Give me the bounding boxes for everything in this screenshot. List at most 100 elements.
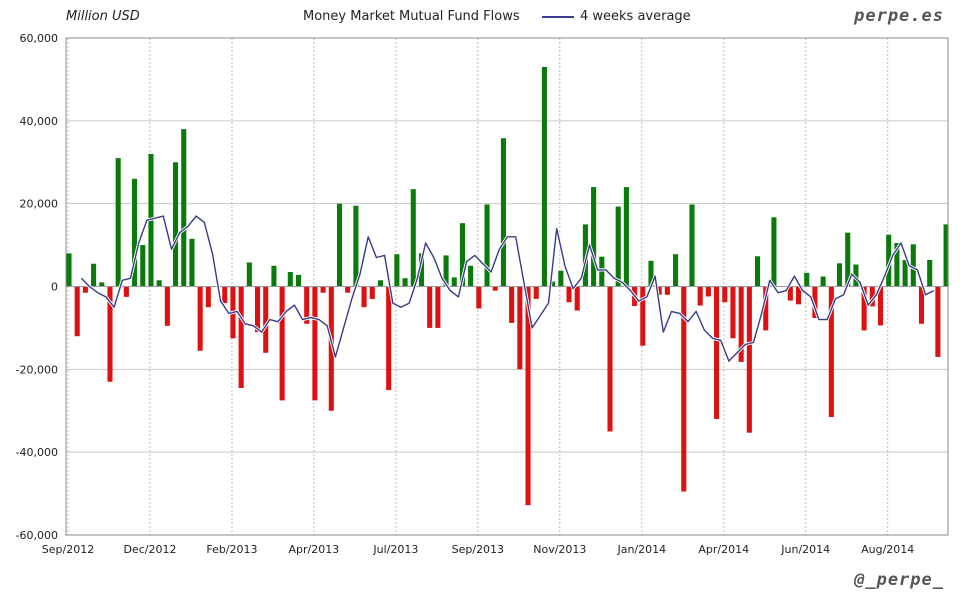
flow-bar (541, 66, 547, 287)
flow-bar (99, 282, 105, 287)
flow-bar (722, 286, 728, 303)
legend: 4 weeks average (542, 9, 691, 24)
flow-bar (640, 286, 646, 346)
flow-bar (468, 265, 474, 287)
flow-bar (246, 262, 252, 287)
flow-bar (730, 286, 736, 339)
flow-bar (287, 272, 293, 287)
flow-bar (902, 259, 908, 287)
flow-bar (869, 286, 875, 307)
plot-border (65, 37, 949, 536)
flow-bar (673, 254, 679, 287)
flow-bar (361, 286, 367, 308)
flow-bar (353, 205, 359, 287)
flow-bar (156, 280, 162, 287)
legend-line-swatch (542, 15, 574, 18)
flow-bar (861, 286, 867, 331)
flow-bar (82, 286, 88, 293)
flow-bar (271, 265, 277, 287)
flow-bar (443, 255, 449, 287)
flow-bar (107, 286, 113, 382)
x-tick-label: Feb/2013 (206, 543, 257, 556)
flow-bar (533, 286, 539, 299)
flow-bar (205, 286, 211, 308)
flow-bar (550, 281, 556, 287)
flow-bar (295, 274, 302, 287)
flow-bar (181, 129, 187, 287)
flow-bar (410, 189, 416, 287)
flow-bar (623, 187, 629, 287)
flow-bar (91, 263, 97, 287)
brand-label: perpe.es (854, 6, 944, 26)
flow-bar (697, 286, 703, 306)
flow-bar (853, 264, 859, 287)
flow-bar (836, 263, 843, 287)
flow-bar (238, 286, 244, 388)
flow-bar (459, 223, 465, 287)
flow-bar (132, 178, 138, 287)
flow-bar (427, 286, 433, 328)
flow-bar (517, 286, 523, 370)
flow-bar (451, 277, 457, 287)
flow-bar (795, 286, 802, 305)
flow-bar (369, 286, 375, 299)
x-tick-label: Apr/2014 (698, 543, 749, 556)
flow-bar (115, 158, 121, 287)
flow-bar (574, 286, 580, 311)
flow-bar (681, 286, 687, 492)
flow-bar (820, 276, 826, 287)
x-tick-label: Dec/2012 (123, 543, 176, 556)
y-tick-label: -60,000 (16, 529, 58, 542)
flow-bar (787, 286, 793, 301)
flow-bar (689, 204, 695, 287)
flow-bar (500, 138, 506, 287)
flow-bar (828, 286, 834, 417)
flow-bar (943, 224, 949, 287)
flow-bar (714, 286, 720, 420)
flow-bar (312, 286, 318, 401)
flow-bar (402, 278, 408, 287)
y-tick-label: 40,000 (20, 115, 59, 128)
flow-bar (336, 203, 343, 287)
flow-bar (435, 286, 441, 328)
y-tick-label: 60,000 (20, 32, 59, 45)
flow-bar (812, 286, 818, 318)
flow-bar (525, 286, 531, 506)
legend-label: 4 weeks average (580, 9, 691, 24)
flow-bar (755, 256, 761, 287)
y-tick-label: -40,000 (16, 446, 58, 459)
flow-bar (894, 243, 900, 287)
flow-bar (279, 286, 285, 401)
x-tick-label: Jul/2013 (372, 543, 418, 556)
flow-bar (738, 286, 744, 362)
flow-bar (197, 286, 203, 351)
flow-bar (566, 286, 572, 303)
x-tick-label: Apr/2013 (289, 543, 340, 556)
y-tick-label: 0 (51, 281, 58, 294)
flow-bar (492, 286, 498, 291)
flow-bar (615, 206, 621, 287)
flow-bar (328, 286, 334, 411)
flow-bar (927, 259, 933, 287)
flow-bar (123, 286, 129, 297)
flow-bar (845, 232, 851, 287)
average-line (80, 215, 935, 362)
flow-bar (509, 286, 515, 323)
chart-title: Money Market Mutual Fund Flows (303, 9, 520, 24)
flow-bar (607, 286, 613, 432)
flow-bar (558, 270, 564, 287)
x-tick-label: Jan/2014 (616, 543, 666, 556)
flow-bar (222, 286, 228, 304)
flow-bar (377, 280, 384, 287)
flow-bar (656, 286, 662, 295)
x-tick-label: Nov/2013 (533, 543, 586, 556)
handle-label: @_perpe_ (854, 570, 944, 590)
flow-bar (140, 245, 146, 287)
flow-bar (599, 256, 605, 287)
flow-bar (304, 286, 310, 324)
flow-bar (394, 254, 400, 287)
y-tick-label: 20,000 (20, 198, 59, 211)
flow-bar (173, 162, 179, 287)
flow-bar (74, 286, 80, 337)
